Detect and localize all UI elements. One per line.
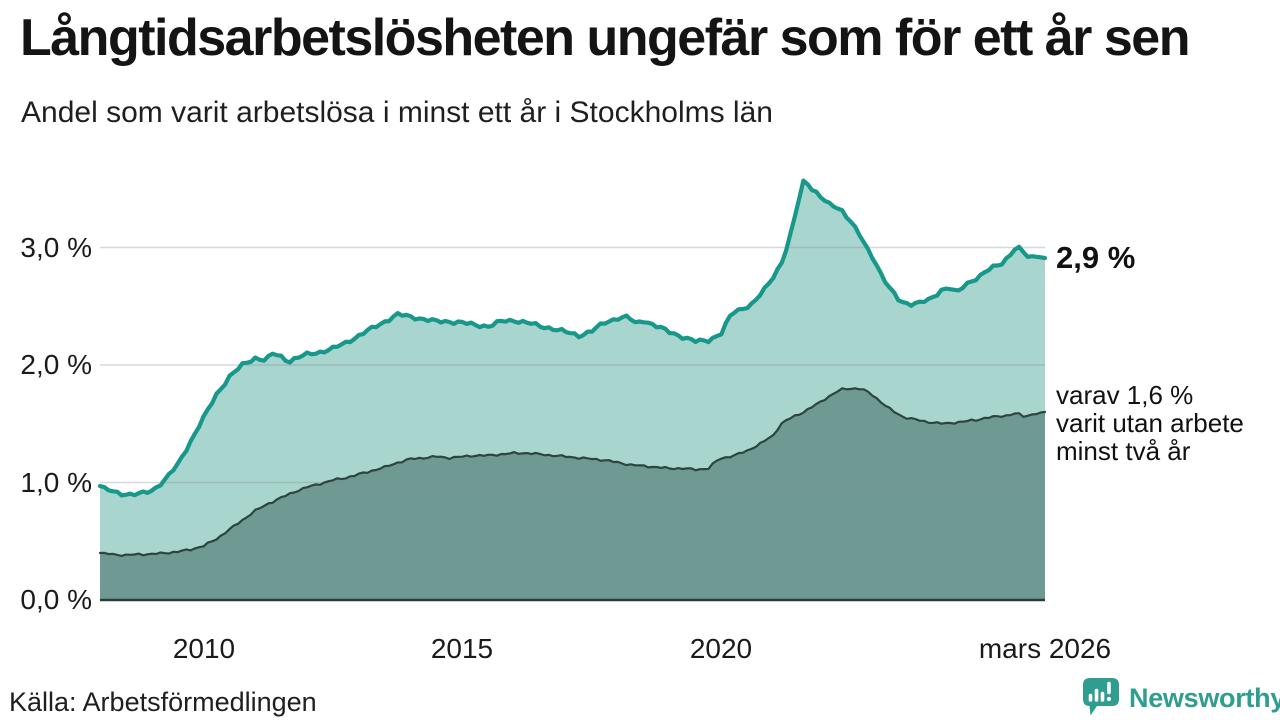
y-tick-2: 2,0 %: [20, 349, 92, 380]
chart-subtitle: Andel som varit arbetslösa i minst ett å…: [21, 96, 773, 129]
x-tick-2020: 2020: [690, 633, 752, 664]
series-line-two-years: [98, 387, 1047, 557]
x-tick-2010: 2010: [173, 633, 235, 664]
y-tick-1: 1,0 %: [20, 467, 92, 498]
y-tick-3: 3,0 %: [20, 232, 92, 263]
end-value-label: 2,9 %: [1056, 240, 1135, 275]
source-note: Källa: Arbetsförmedlingen: [9, 687, 317, 717]
y-tick-0: 0,0 %: [20, 584, 92, 615]
chart-title: Långtidsarbetslösheten ungefär som för e…: [20, 9, 1190, 67]
x-tick-mars-2026: mars 2026: [979, 633, 1111, 664]
subset-annotation-line2: varit utan arbete: [1056, 408, 1244, 438]
subset-annotation-line3: minst två år: [1056, 436, 1191, 466]
subset-annotation-line1: varav 1,6 %: [1056, 380, 1193, 410]
x-tick-2015: 2015: [431, 633, 493, 664]
brand-name: Newsworthy: [1129, 682, 1280, 713]
series-line-one-year: [97, 178, 1048, 498]
chart-speech-bubble-icon: [1083, 678, 1119, 716]
area-fill-two-years: [100, 388, 1045, 600]
newsworthy-logo: Newsworthy: [1080, 676, 1280, 720]
